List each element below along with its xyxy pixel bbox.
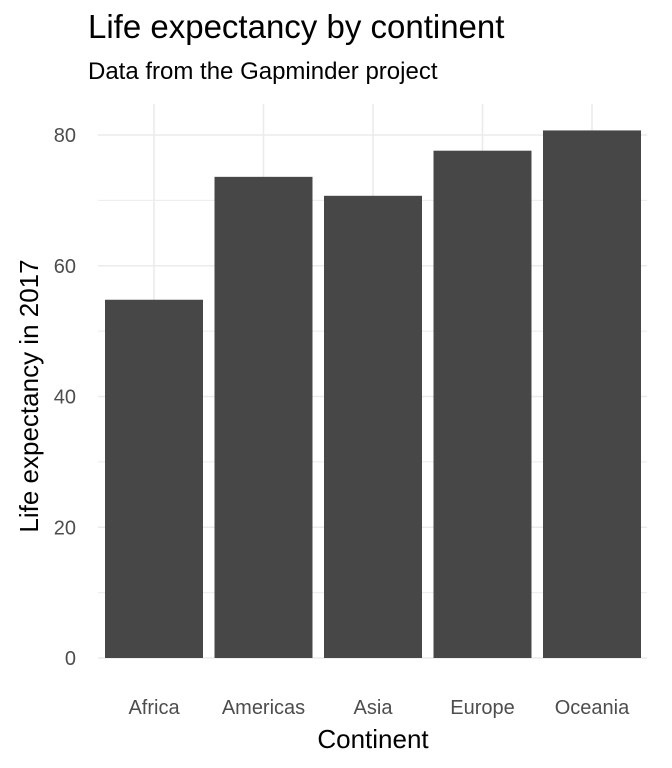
y-axis-title: Life expectancy in 2017 xyxy=(14,259,44,532)
x-axis-title: Continent xyxy=(317,724,429,754)
bar-africa xyxy=(105,299,203,658)
y-tick-label: 80 xyxy=(54,125,76,147)
y-axis-ticks: 0 20 40 60 80 xyxy=(54,125,76,670)
y-tick-label: 40 xyxy=(54,387,76,409)
y-tick-label: 0 xyxy=(65,648,76,670)
y-tick-label: 60 xyxy=(54,256,76,278)
x-axis-ticks: Africa Americas Asia Europe Oceania xyxy=(128,697,630,719)
bar-oceania xyxy=(543,130,641,658)
bars xyxy=(105,130,641,658)
x-tick-label: Americas xyxy=(222,697,305,719)
x-tick-label: Europe xyxy=(450,697,515,719)
x-tick-label: Asia xyxy=(354,697,394,719)
x-tick-label: Africa xyxy=(128,697,180,719)
bar-americas xyxy=(214,176,313,658)
bar-asia xyxy=(324,195,422,658)
y-tick-label: 20 xyxy=(54,517,76,539)
x-tick-label: Oceania xyxy=(555,697,630,719)
chart-title: Life expectancy by continent xyxy=(88,8,505,45)
bar-europe xyxy=(433,150,532,658)
chart-subtitle: Data from the Gapminder project xyxy=(88,58,438,85)
